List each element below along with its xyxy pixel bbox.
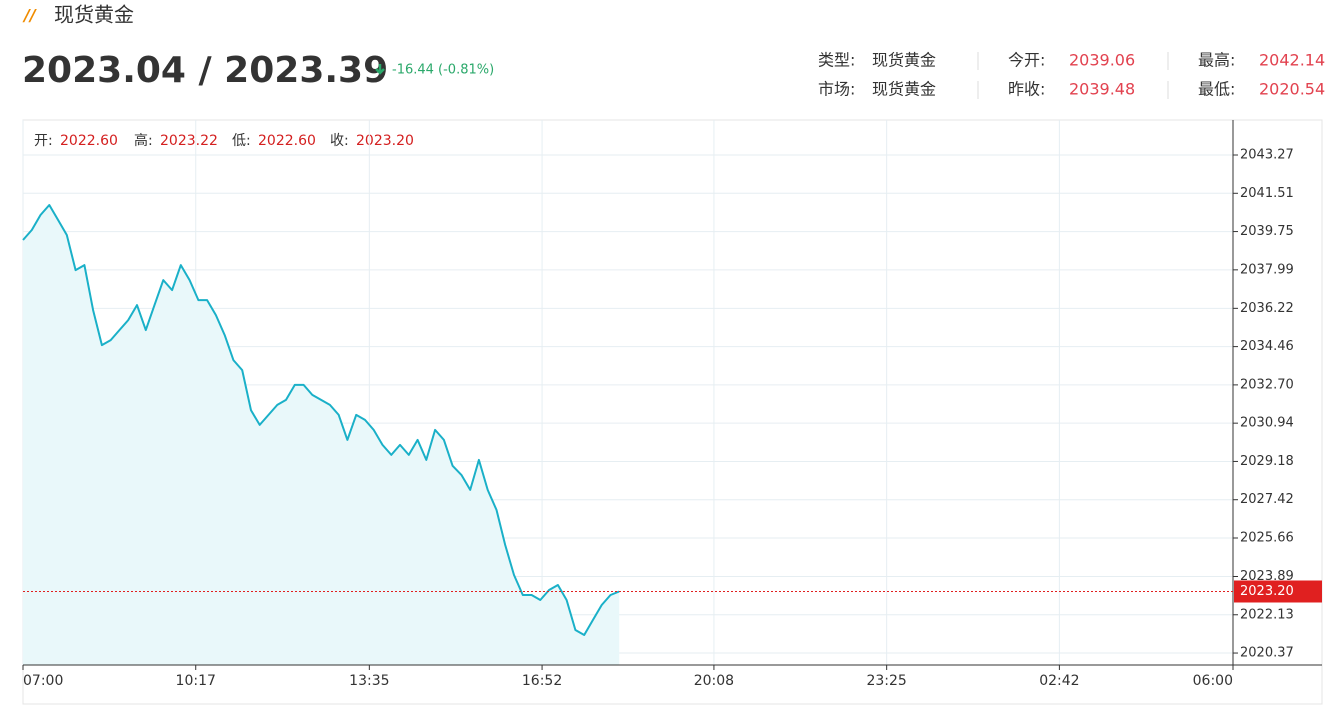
y-tick-label: 2032.70 [1240,377,1294,392]
last-price-box [1234,580,1322,603]
info-label: 市场: [818,80,855,99]
y-tick-label: 2022.13 [1240,607,1294,622]
y-tick-label: 2034.46 [1240,339,1294,354]
ohlc-value: 2022.60 [60,133,118,149]
chart: 2043.27 2041.51 2039.75 2037.99 2036.22 2034.… [22,120,1322,689]
last-price-label: 2023.20 [1240,584,1294,599]
price-change: -16.44 (-0.81%) [392,63,494,78]
y-tick-label: 2023.89 [1240,569,1294,584]
y-tick-label: 2025.66 [1240,530,1294,545]
price-line [22,204,620,636]
info-value: 2039.48 [1069,80,1135,99]
y-tick-label: 2029.18 [1240,454,1294,469]
x-tick-label: 10:17 [176,673,216,689]
y-tick-label: 2030.94 [1240,416,1294,431]
info-label: 昨收: [1008,80,1045,99]
ohlc-row: 开: 2022.60 高: 2023.22 低: 2022.60 收: 2023.20 [34,132,414,149]
info-label: 类型: [818,51,855,70]
x-tick-label: 23:25 [866,673,906,689]
y-tick-label: 2039.75 [1240,224,1294,239]
ohlc-value: 2023.22 [160,133,218,149]
page-title: 现货黄金 [54,3,134,27]
x-tick-label: 20:08 [694,673,734,689]
x-tick-label: 02:42 [1039,673,1079,689]
x-tick-label: 13:35 [349,673,389,689]
info-value: 2042.14 [1259,51,1325,70]
y-tick-label: 2041.51 [1240,186,1294,201]
info-label: 最高: [1198,51,1235,70]
x-tick-label: 16:52 [522,673,562,689]
y-tick-label: 2020.37 [1240,646,1294,661]
x-tick-label: 07:00 [23,673,63,689]
info-value: 现货黄金 [872,80,936,99]
x-tick-label: 06:00 [1193,673,1233,689]
y-tick-label: 2036.22 [1240,301,1294,316]
area [23,205,620,665]
info-value: 现货黄金 [872,51,936,70]
y-tick-label: 2043.27 [1240,148,1294,163]
info-label: 今开: [1008,51,1045,70]
info-value: 2020.54 [1259,80,1325,99]
ohlc-label: 低: [232,133,251,149]
y-tick-label: 2027.42 [1240,492,1294,507]
ohlc-label: 开: [34,133,53,149]
info-label: 最低: [1198,80,1235,99]
ohlc-label: 高: [134,132,153,149]
ohlc-value: 2023.20 [356,133,414,149]
down-arrow [375,64,385,75]
logo-mark: // [22,6,37,25]
ohlc-label: 收: [330,133,349,149]
y-tick-label: 2037.99 [1240,262,1294,277]
info-value: 2039.06 [1069,51,1135,70]
price: 2023.04 / 2023.39 [22,50,388,91]
ohlc-value: 2022.60 [258,133,316,149]
